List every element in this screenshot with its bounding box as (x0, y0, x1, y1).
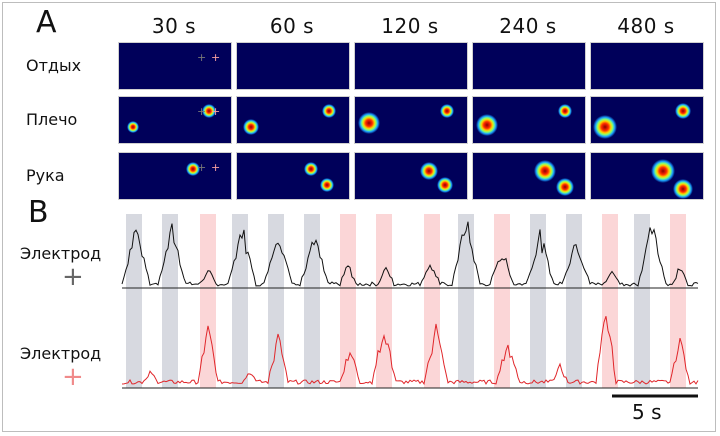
stimulus-stripe (566, 214, 582, 388)
heatmap-tile (236, 152, 350, 200)
heatmap-tile (472, 96, 586, 144)
heatmap-tile (354, 96, 468, 144)
activity-blob (534, 160, 556, 182)
activity-blob (320, 178, 334, 192)
stimulus-stripe (634, 214, 650, 388)
heatmap-tile (354, 152, 468, 200)
red-electrode-trace (121, 316, 699, 386)
stimulus-stripe (602, 214, 618, 388)
trace-label-black: Электрод (20, 244, 102, 263)
black-electrode-trace (121, 221, 699, 287)
heatmap-tile: + + (118, 96, 232, 144)
time-label-480s: 480 s (617, 14, 675, 38)
stimulus-stripe (376, 214, 392, 388)
stimulus-stripe (200, 214, 216, 388)
heatmap-tile (354, 42, 468, 90)
stimulus-stripe (458, 214, 474, 388)
activity-blob (243, 119, 259, 135)
electrode-marker-icon: + (197, 51, 206, 64)
activity-blob (420, 162, 438, 180)
time-label-240s: 240 s (499, 14, 557, 38)
panel-b-label: B (28, 195, 49, 230)
time-label-120s: 120 s (381, 14, 439, 38)
electrode-marker-icon: + (211, 51, 220, 64)
stimulus-stripe (340, 214, 356, 388)
activity-blob (437, 177, 453, 193)
activity-blob (127, 121, 139, 133)
activity-blob (358, 112, 380, 134)
activity-blob (322, 104, 336, 118)
electrode-marker-icon: + (197, 161, 206, 174)
heatmap-tile (590, 42, 704, 90)
activity-blob (556, 178, 574, 196)
heatmap-tile (590, 96, 704, 144)
heatmap-tile (590, 152, 704, 200)
activity-blob (593, 115, 617, 139)
heatmap-tile (236, 42, 350, 90)
row-label-shoulder: Плечо (26, 110, 78, 129)
heatmap-tile: + + (118, 42, 232, 90)
activity-blob (558, 104, 572, 118)
stimulus-stripe (494, 214, 510, 388)
stimulus-stripe (424, 214, 440, 388)
stimulus-stripe (670, 214, 686, 388)
activity-blob (304, 162, 318, 176)
stimulus-stripe (162, 214, 178, 388)
electrode-marker-icon: + (211, 161, 220, 174)
heatmap-tile (236, 96, 350, 144)
red-electrode-plus-icon: + (62, 362, 84, 392)
heatmap-tile (472, 42, 586, 90)
electrode-marker-icon: + (197, 105, 206, 118)
stimulus-stripe (304, 214, 320, 388)
heatmap-tile: + + (118, 152, 232, 200)
activity-blob (673, 179, 693, 199)
row-label-rest: Отдых (26, 56, 82, 75)
stimulus-stripe (126, 214, 142, 388)
time-label-60s: 60 s (269, 14, 315, 38)
activity-blob (202, 104, 216, 118)
activity-blob (476, 114, 498, 136)
scale-bar-label: 5 s (632, 400, 662, 424)
heatmap-tile (472, 152, 586, 200)
trace-label-red: Электрод (20, 344, 102, 363)
row-label-hand: Рука (26, 166, 65, 185)
stimulus-stripe (232, 214, 248, 388)
activity-blob (675, 103, 691, 119)
activity-blob (186, 162, 200, 176)
stimulus-stripe (530, 214, 546, 388)
electrode-marker-icon: + (211, 105, 220, 118)
panel-a-label: A (36, 5, 57, 40)
figure-frame (2, 2, 716, 432)
activity-blob (440, 104, 454, 118)
black-electrode-plus-icon: + (62, 262, 84, 292)
time-label-30s: 30 s (151, 14, 197, 38)
activity-blob (651, 159, 675, 183)
stimulus-stripe (268, 214, 284, 388)
